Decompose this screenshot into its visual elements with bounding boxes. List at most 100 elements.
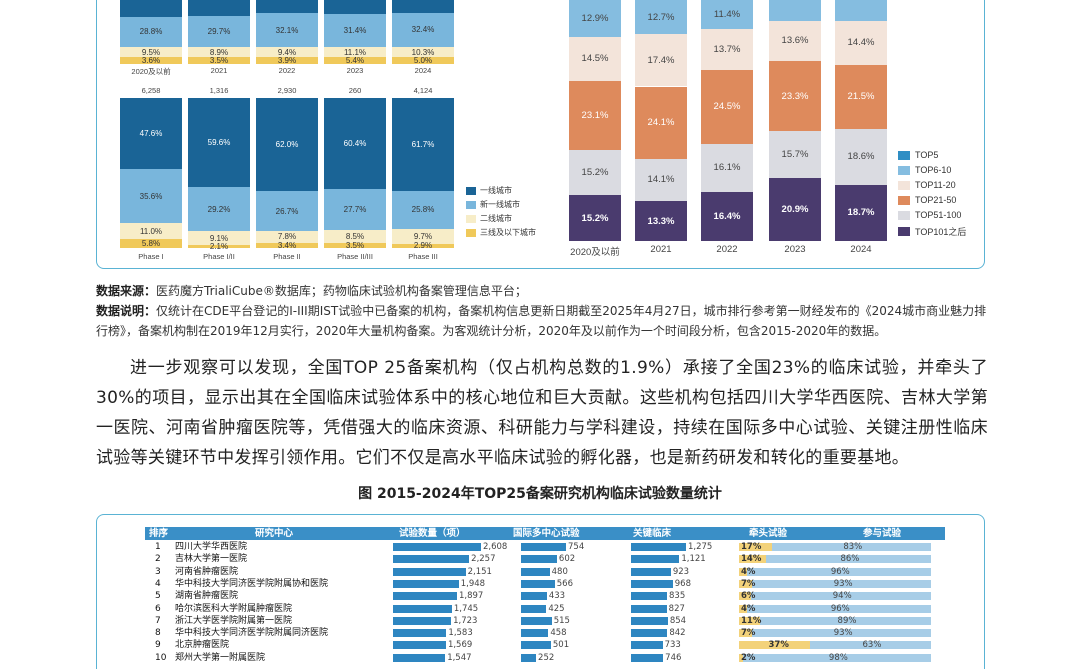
legend-top51-100: TOP51-100 [898,210,961,220]
legend-top5: TOP5 [898,150,938,160]
bar-segment: 5.8% [120,239,182,248]
part-bar [760,616,931,625]
intl-value: 458 [550,628,567,639]
key-bar [631,592,668,601]
tick-label: Phase III [408,252,438,261]
center-name: 哈尔滨医科大学附属肿瘤医院 [175,603,293,614]
key-bar [631,653,664,662]
bar-segment: 11.4% [701,0,753,29]
bar-stack: 20.9% 15.7% 23.3% 13.6% [769,0,821,241]
th-lead: 牵头试验 [739,527,831,540]
trials-bar [393,579,459,588]
bar-segment [392,0,454,13]
trials-bar [393,641,446,650]
legend-top21-50: TOP21-50 [898,195,956,205]
th-intl: 国际多中心试验 [511,527,629,540]
bar-segment: 62.0% [256,98,318,191]
intl-value: 566 [556,578,573,589]
trials-bar [393,653,446,662]
bar-segment: 10.3% [392,47,454,57]
lead-value: 14% [741,554,762,565]
part-value: 93% [833,578,853,589]
bar-segment: 16.1% [701,143,753,192]
bar-segment: 14.5% [569,37,621,81]
bar-segment: 8.5% [324,230,386,243]
intl-bar [521,579,555,588]
lead-bar [739,567,747,576]
bar-segment: 31.4% [324,14,386,47]
bar-segment: 15.2% [569,149,621,196]
bar-segment: 15.2% [569,195,621,241]
total-label: 260 [348,86,362,95]
part-value: 89% [837,615,857,626]
key-value: 827 [668,603,685,614]
bar-segment: 59.6% [188,98,250,188]
bar-segment [324,0,386,15]
intl-value: 252 [538,652,555,663]
bar-segment: 18.7% [835,184,887,241]
intl-bar [521,604,547,613]
intl-value: 754 [568,542,585,552]
intl-bar [521,629,549,638]
lead-value: 17% [741,542,762,552]
chart-city-by-year: 3.6% 9.5% 28.8% 2020及以前 3.5% 8.9% 29.7% 2021 3.9… [120,0,460,80]
rank-cell: 2 [155,554,161,565]
bar-segment: 20.9% [769,178,821,241]
intl-value: 425 [548,603,565,614]
key-value: 733 [664,640,681,651]
key-bar [631,604,667,613]
tick-label: 2023 [784,244,806,255]
bar-segment [120,0,182,17]
lead-bar [739,579,753,588]
data-source: 数据来源：医药魔方TrialiCube®数据库；药物临床试验机构备案管理信息平台… [96,284,527,298]
figure-title: 图 2015-2024年TOP25备案研究机构临床试验数量统计 [358,486,722,502]
intl-value: 501 [552,640,570,651]
key-bar [631,629,668,638]
tick-label: 2020及以前 [570,247,620,258]
rank-cell: 8 [155,628,161,639]
th-trials: 试验数量（项） [393,527,511,540]
table-row: 4 华中科技大学同济医学院附属协和医院 1,948 566 968 7% 93% [145,578,945,590]
lead-bar [739,616,761,625]
trials-bar [393,616,452,625]
part-value: 63% [862,640,882,651]
tick-label: 2024 [414,66,432,75]
part-bar [746,567,931,576]
table-row: 3 河南省肿瘤医院 2,151 480 923 4% 96% [145,566,945,578]
part-bar [810,641,931,650]
legend-top6-10: TOP6-10 [898,165,951,175]
bar-segment: 23.1% [569,80,621,150]
rank-cell: 5 [155,591,161,602]
key-value: 835 [669,591,686,602]
tick-label: Phase II/III [337,252,373,261]
part-value: 98% [828,652,848,663]
bar-segment: 13.3% [635,201,687,241]
part-value: 94% [832,591,852,602]
bar-segment [188,0,250,16]
bar-segment: 9.5% [120,47,182,57]
bar-segment: 15.7% [769,131,821,179]
center-name: 湖南省肿瘤医院 [175,591,239,602]
lead-value: 7% [741,628,756,639]
legend-tier2: 二线城市 [466,213,512,224]
part-bar [746,604,931,613]
tick-label: Phase I/II [203,252,235,261]
part-value: 93% [833,628,853,639]
tick-label: 2021 [650,244,672,255]
total-label: 2,930 [277,86,297,95]
lead-bar [739,653,743,662]
key-value: 1,275 [688,542,713,552]
tick-label: 2022 [278,66,296,75]
bar-segment: 60.4% [324,98,386,189]
tick-label: 2024 [850,244,872,255]
bar-segment: 5.0% [392,56,454,65]
key-value: 746 [665,652,682,663]
intl-value: 515 [553,615,570,626]
bar-segment [256,0,318,14]
trials-value: 1,745 [453,603,479,614]
intl-value: 602 [558,554,576,565]
bar-segment: 14.1% [635,158,687,202]
trials-value: 2,151 [467,566,492,577]
bar-segment: 3.4% [256,241,318,250]
data-note: 数据说明：仅统计在CDE平台登记的I-III期IST试验中已备案的机构，备案机构… [96,304,987,338]
